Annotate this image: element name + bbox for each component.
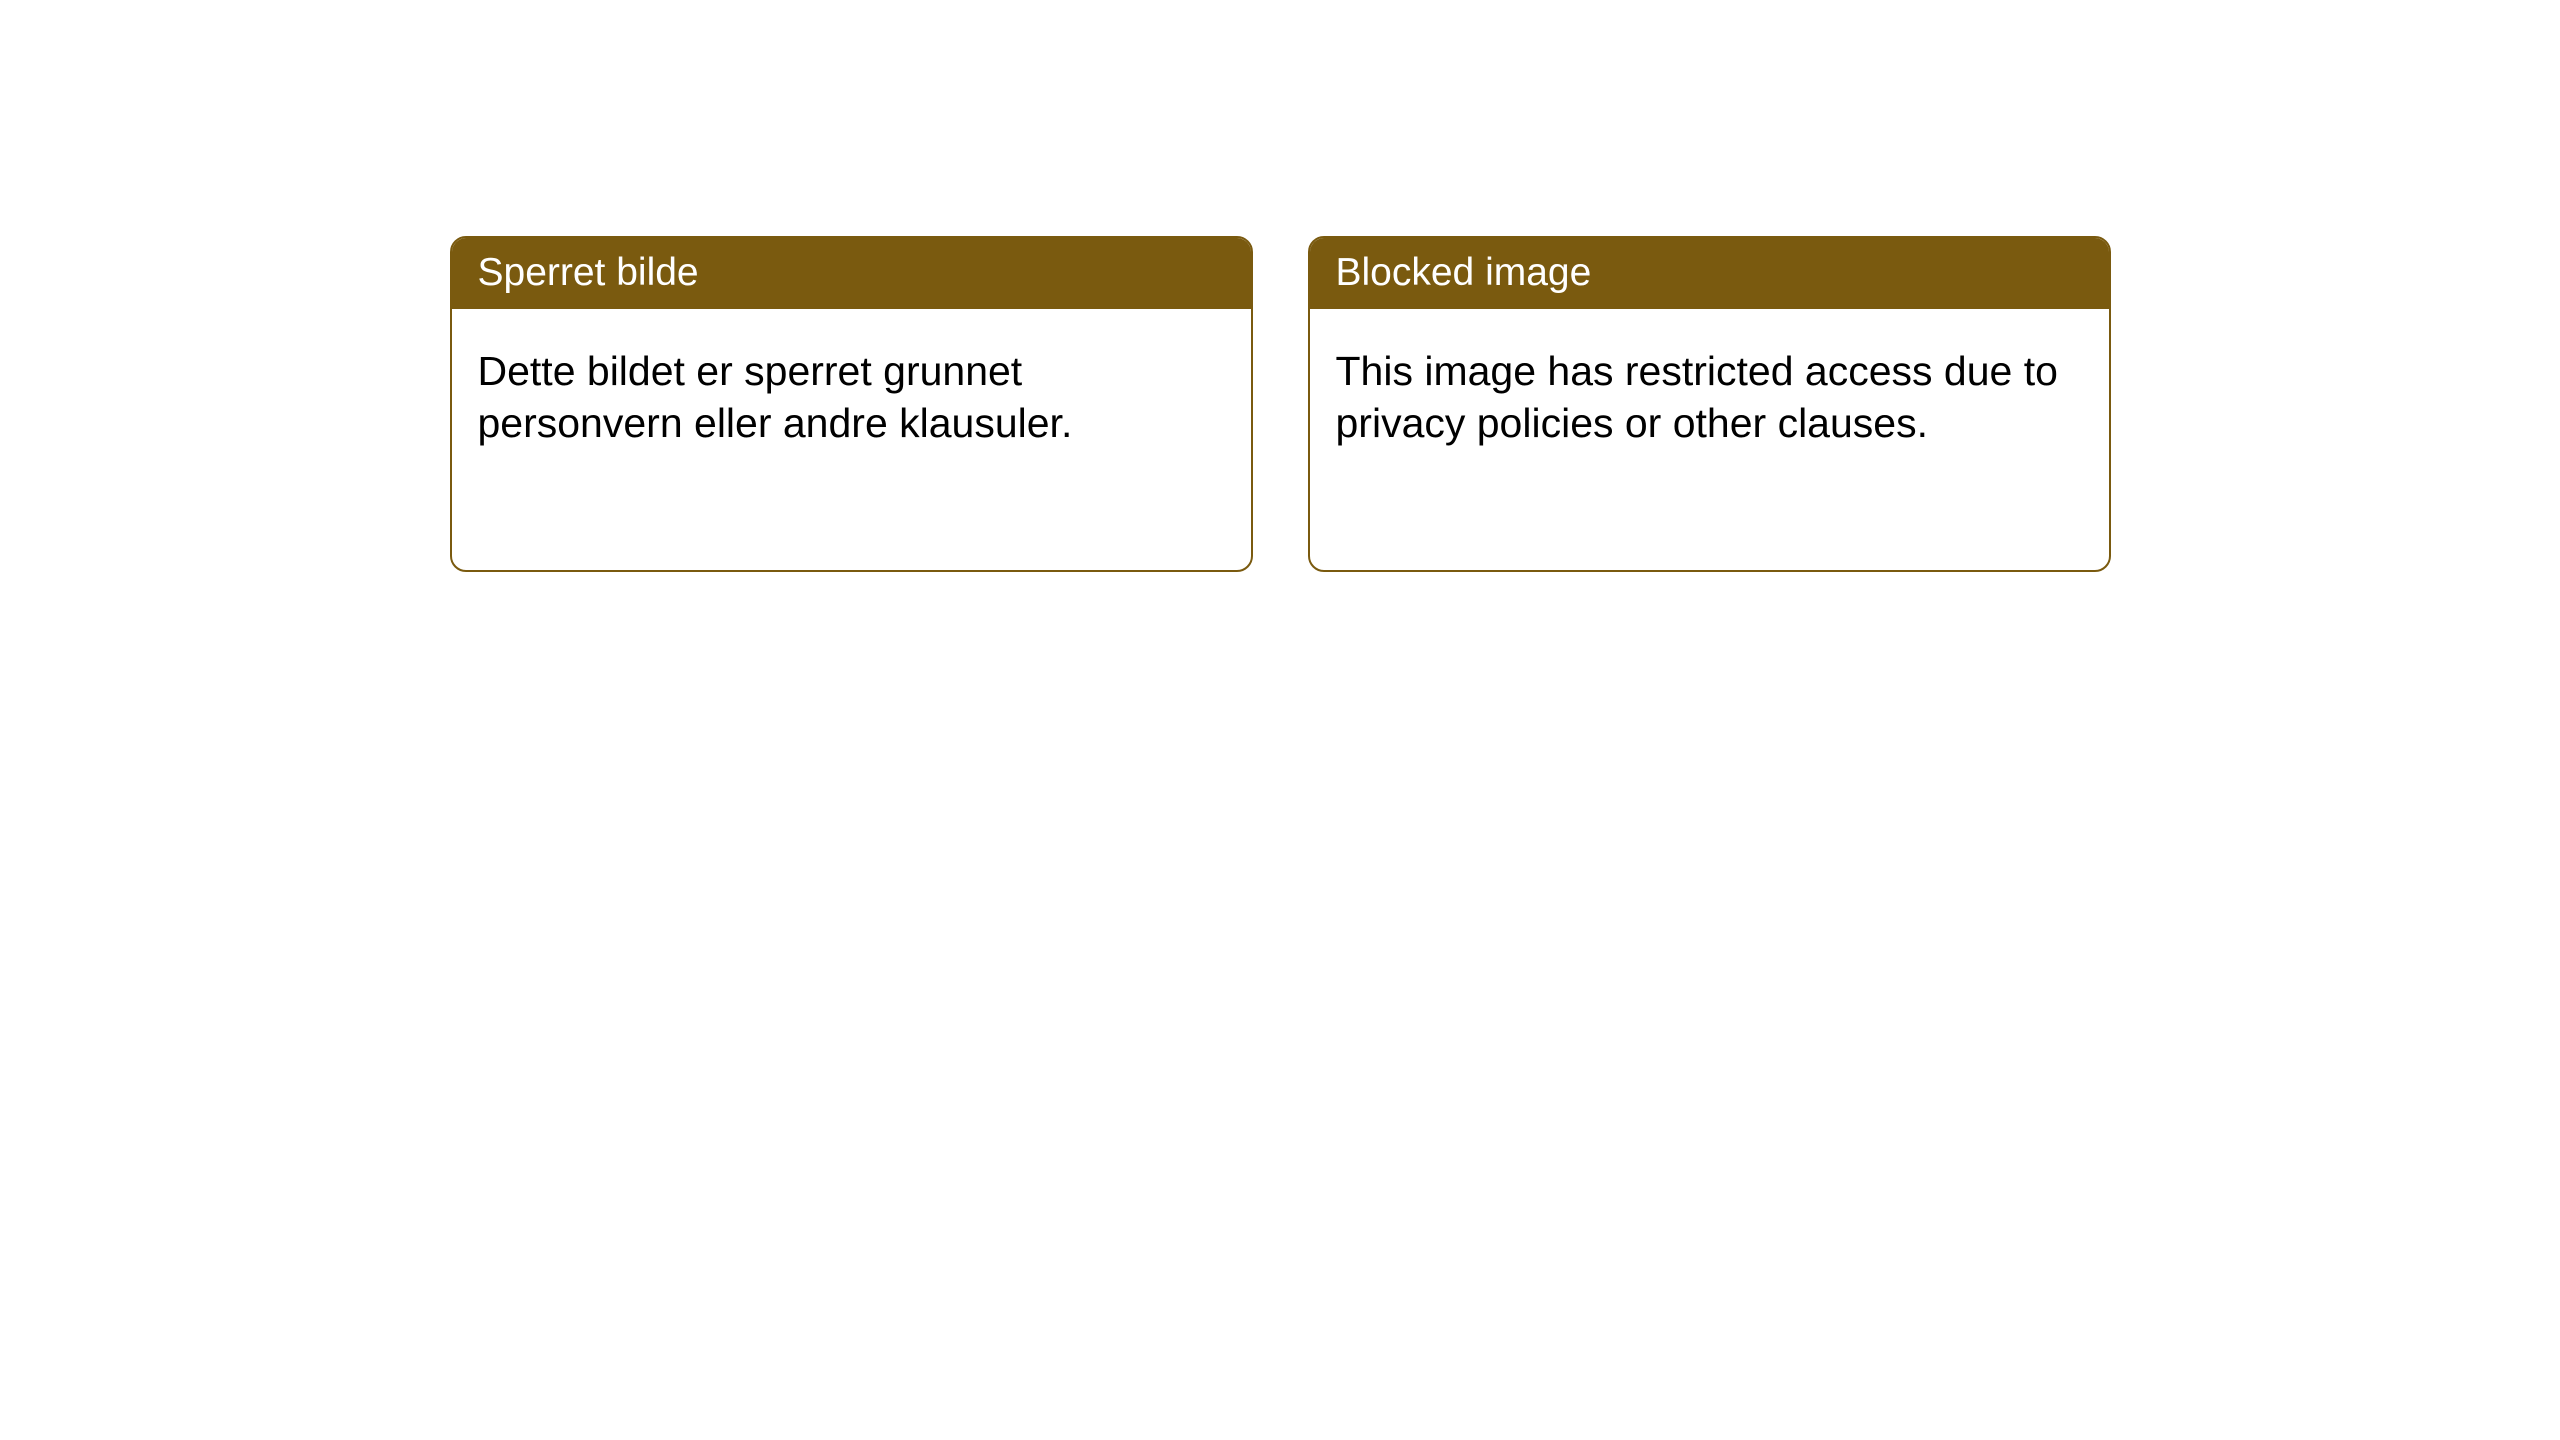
card-header-no: Sperret bilde	[452, 238, 1251, 309]
cards-container: Sperret bilde Dette bildet er sperret gr…	[450, 236, 2111, 1440]
card-body-en: This image has restricted access due to …	[1310, 309, 2109, 486]
card-body-no: Dette bildet er sperret grunnet personve…	[452, 309, 1251, 486]
blocked-image-card-en: Blocked image This image has restricted …	[1308, 236, 2111, 572]
card-header-en: Blocked image	[1310, 238, 2109, 309]
blocked-image-card-no: Sperret bilde Dette bildet er sperret gr…	[450, 236, 1253, 572]
